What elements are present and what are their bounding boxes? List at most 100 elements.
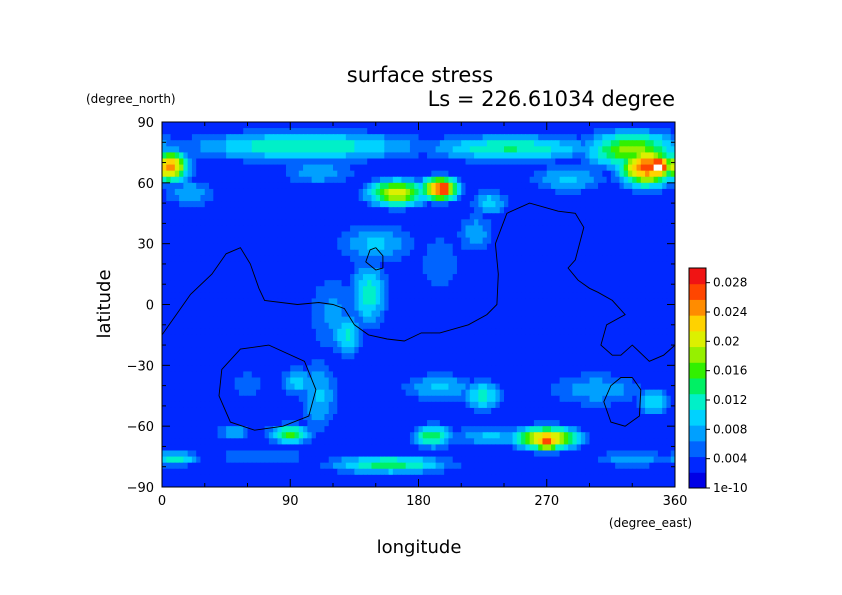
heatmap-cell (170, 134, 176, 141)
heatmap-cell (512, 219, 518, 227)
heatmap-cell (452, 249, 458, 257)
heatmap-cell (256, 243, 261, 251)
heatmap-cell (615, 176, 621, 184)
heatmap-cell (204, 304, 210, 312)
heatmap-cell (179, 328, 184, 336)
heatmap-cell (320, 280, 326, 287)
heatmap-cell (645, 140, 650, 147)
heatmap-cell (367, 237, 373, 245)
heatmap-cell (491, 146, 497, 154)
heatmap-cell (418, 170, 424, 178)
heatmap-cell (371, 213, 377, 220)
heatmap-cell (238, 353, 244, 360)
heatmap-cell (350, 280, 355, 287)
heatmap-cell (333, 122, 338, 129)
heatmap-cell (350, 334, 355, 342)
heatmap-cell (268, 237, 274, 245)
heatmap-cell (580, 249, 586, 257)
heatmap-cell (221, 237, 227, 245)
heatmap-cell (551, 268, 556, 275)
heatmap-cell (243, 304, 249, 312)
heatmap-cell (521, 261, 526, 269)
heatmap-cell (508, 347, 514, 354)
heatmap-cell (166, 201, 172, 208)
heatmap-cell (551, 261, 556, 269)
heatmap-cell (311, 280, 317, 287)
heatmap-cell (358, 207, 364, 214)
heatmap-cell (409, 365, 415, 373)
heatmap-cell (405, 146, 411, 154)
heatmap-cell (533, 195, 539, 202)
heatmap-cell (238, 195, 244, 202)
heatmap-cell (234, 310, 240, 318)
heatmap-cell (234, 140, 240, 147)
heatmap-cell (179, 280, 184, 287)
heatmap-cell (260, 353, 266, 360)
heatmap-cell (546, 225, 552, 233)
heatmap-cell (602, 359, 608, 366)
heatmap-cell (555, 286, 561, 293)
heatmap-cell (354, 292, 360, 300)
heatmap-cell (367, 219, 373, 227)
heatmap-cell (183, 146, 189, 154)
heatmap-cell (315, 328, 321, 336)
heatmap-cell (657, 328, 663, 336)
heatmap-cell (247, 207, 253, 214)
heatmap-cell (238, 322, 244, 330)
heatmap-cell (585, 328, 591, 336)
heatmap-cell (461, 146, 467, 154)
heatmap-cell (166, 225, 172, 233)
heatmap-cell (461, 268, 467, 275)
heatmap-cell (615, 255, 621, 263)
heatmap-cell (384, 188, 390, 196)
heatmap-cell (290, 365, 296, 373)
heatmap-cell (268, 243, 274, 251)
heatmap-cell (303, 371, 308, 379)
heatmap-cell (397, 140, 402, 147)
heatmap-cell (563, 122, 569, 129)
heatmap-cell (516, 334, 522, 342)
heatmap-cell (580, 298, 586, 306)
heatmap-cell (388, 122, 394, 129)
heatmap-cell (264, 261, 270, 269)
heatmap-cell (525, 298, 531, 306)
heatmap-cell (521, 182, 526, 190)
heatmap-cell (183, 280, 189, 287)
heatmap-cell (174, 134, 180, 141)
heatmap-cell (315, 316, 321, 324)
heatmap-cell (204, 310, 210, 318)
heatmap-cell (350, 158, 355, 166)
heatmap-cell (191, 328, 197, 336)
heatmap-cell (636, 347, 642, 354)
heatmap-cell (516, 274, 522, 281)
heatmap-cell (504, 292, 509, 300)
heatmap-cell (213, 304, 219, 312)
heatmap-cell (572, 201, 578, 208)
heatmap-cell (260, 176, 266, 184)
heatmap-cell (521, 237, 526, 245)
heatmap-cell (375, 322, 381, 330)
heatmap-cell (200, 280, 206, 287)
heatmap-cell (427, 322, 432, 330)
heatmap-cell (311, 255, 317, 263)
heatmap-cell (572, 134, 578, 141)
heatmap-cell (615, 146, 621, 154)
heatmap-cell (273, 213, 279, 220)
heatmap-cell (418, 334, 424, 342)
heatmap-cell (576, 359, 582, 366)
heatmap-cell (533, 152, 539, 160)
heatmap-cell (482, 213, 488, 220)
heatmap-cell (456, 310, 462, 318)
heatmap-cell (589, 188, 595, 196)
heatmap-cell (427, 304, 432, 312)
heatmap-cell (337, 158, 343, 166)
heatmap-cell (542, 201, 548, 208)
heatmap-cell (311, 134, 317, 141)
heatmap-cell (653, 213, 659, 220)
heatmap-cell (636, 152, 642, 160)
heatmap-cell (285, 304, 291, 312)
heatmap-cell (615, 182, 621, 190)
heatmap-cell (273, 195, 279, 202)
heatmap-cell (409, 201, 415, 208)
heatmap-cell (619, 237, 625, 245)
